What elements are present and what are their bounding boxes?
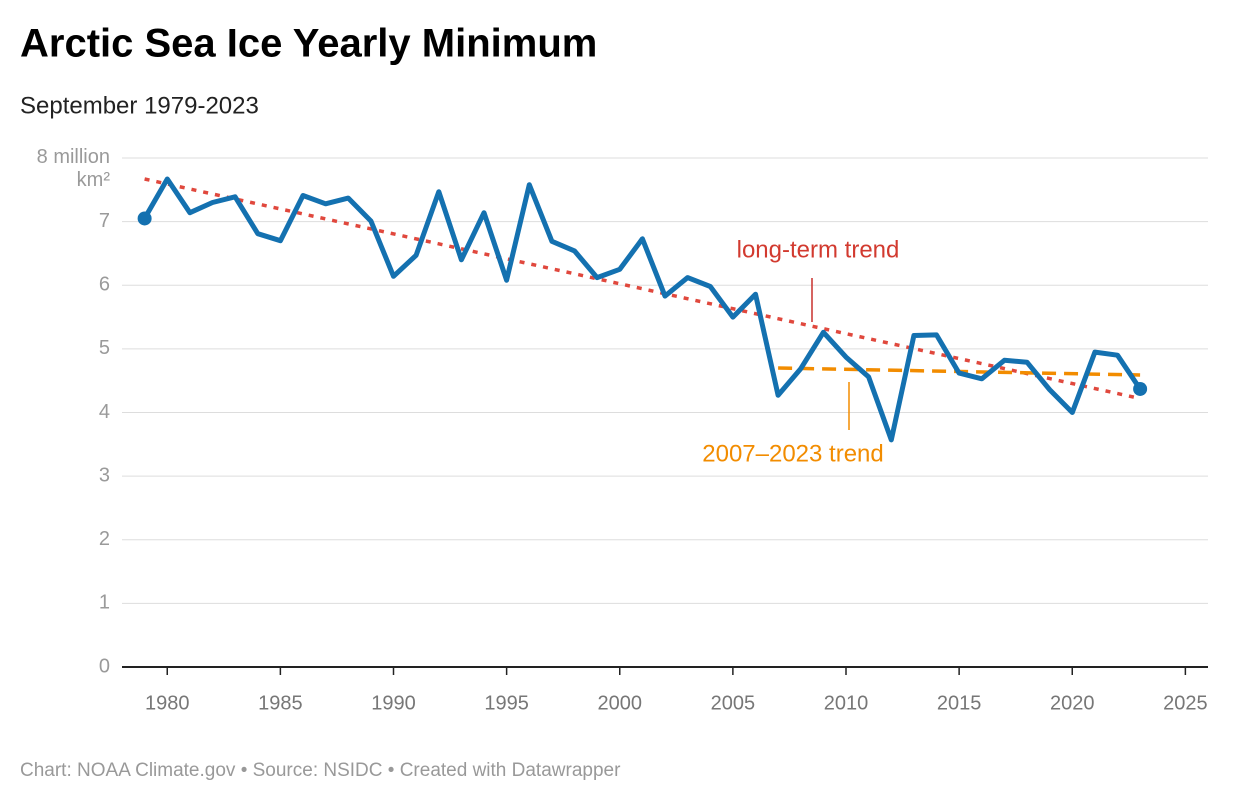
- x-tick-label: 2010: [824, 692, 869, 714]
- x-tick-label: 1990: [371, 692, 416, 714]
- x-tick-label: 2000: [598, 692, 643, 714]
- data-line: [142, 176, 1143, 443]
- x-tick-label: 2025: [1163, 692, 1208, 714]
- y-tick-label: 1: [99, 592, 110, 614]
- x-tick-label: 1995: [484, 692, 529, 714]
- x-tick-label: 2020: [1050, 692, 1095, 714]
- y-tick-label: 2: [99, 528, 110, 550]
- y-tick-label: 3: [99, 464, 110, 486]
- trend-line: [144, 177, 1141, 401]
- x-tick-label: 1985: [258, 692, 303, 714]
- y-tick-label: 6: [99, 274, 110, 296]
- y-tick-label: 5: [99, 337, 110, 359]
- y-tick-label: 0: [99, 655, 110, 677]
- chart-subtitle: September 1979-2023: [20, 92, 259, 119]
- y-tick-label: 4: [99, 401, 110, 423]
- y-tick-label: 8 million km²: [36, 146, 110, 191]
- end-dot: [1133, 381, 1148, 396]
- x-tick-label: 1980: [145, 692, 190, 714]
- end-dot: [137, 211, 152, 226]
- annotation: 2007–2023 trend: [702, 440, 884, 467]
- y-tick-label: 7: [99, 210, 110, 232]
- chart-footer: Chart: NOAA Climate.gov • Source: NSIDC …: [20, 760, 621, 781]
- x-tick-label: 2005: [711, 692, 756, 714]
- chart-title: Arctic Sea Ice Yearly Minimum: [20, 22, 597, 66]
- annotation: long-term trend: [737, 236, 900, 263]
- x-tick-label: 2015: [937, 692, 982, 714]
